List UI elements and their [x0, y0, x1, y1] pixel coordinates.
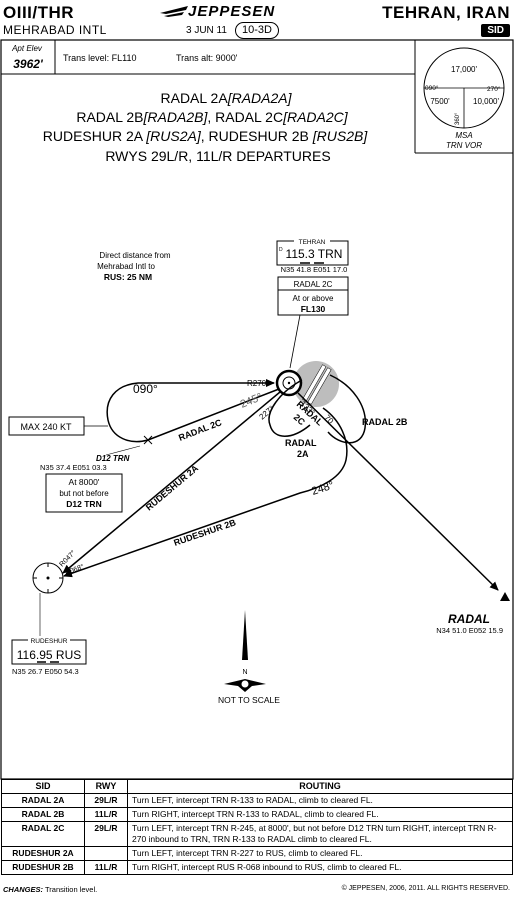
direct-distance-3: RUS: 25 NM — [104, 272, 152, 282]
msa-fix: TRN VOR — [446, 141, 482, 150]
not-to-scale: NOT TO SCALE — [218, 695, 280, 705]
airport-identifier: OIII/THR — [3, 3, 75, 22]
radial-068: R068° — [64, 563, 85, 577]
copyright: © JEPPESEN, 2006, 2011. ALL RIGHTS RESER… — [341, 885, 510, 892]
r2c-line1: At or above — [293, 294, 334, 303]
radal-2c-outbound — [147, 388, 280, 441]
title-line-4: RWYS 29L/R, 11L/R DEPARTURES — [105, 148, 330, 164]
d12-constraint-box: At 8000' but not before D12 TRN — [45, 473, 123, 513]
changes-note: CHANGES: Transition level. — [3, 885, 98, 894]
radal-2a-turn — [268, 379, 311, 437]
radal-name: RADAL — [448, 612, 490, 626]
title-line-1: RADAL 2A[RADA2A] — [161, 90, 293, 106]
rudeshur-2a-label: RUDESHUR 2A — [144, 463, 201, 513]
radal-coord: N34 51.0 E052 15.9 — [436, 626, 503, 635]
jeppesen-logo-icon — [160, 6, 188, 17]
msa-top-alt: 17,000' — [451, 65, 477, 74]
speed-restriction: MAX 240 KT — [8, 416, 108, 436]
trn-coord: N35 41.8 E051 17.0 — [281, 265, 348, 274]
chart-index: 10-3D — [235, 22, 279, 39]
rudeshur-2b-label: RUDESHUR 2B — [172, 517, 237, 548]
radal-2a-label: RADAL — [285, 438, 317, 448]
table-row: RADAL 2C 29L/R Turn LEFT, intercept TRN … — [1, 821, 513, 847]
trn-name: TEHRAN — [299, 239, 326, 246]
d12-line3: D12 TRN — [66, 499, 101, 509]
radial-047: R047° — [58, 549, 78, 569]
rudeshur-2a-route — [62, 391, 281, 574]
rus-vor-box: RUDESHUR 116.95 RUS N35 26.7 E050 54.3 — [11, 636, 87, 676]
table-row: RADAL 2A 29L/R Turn LEFT, intercept TRN … — [1, 793, 513, 808]
svg-text:D: D — [279, 247, 283, 253]
routing-table: SID RWY ROUTING RADAL 2A 29L/R Turn LEFT… — [1, 779, 513, 875]
title-line-2: RADAL 2B[RADA2B], RADAL 2C[RADA2C] — [76, 109, 348, 125]
table-row: RADAL 2B 11L/R Turn RIGHT, intercept TRN… — [1, 807, 513, 822]
direct-distance-1: Direct distance from — [99, 251, 170, 260]
radal-2a-label-b: 2A — [297, 449, 309, 459]
radal-2b-label: RADAL 2B — [362, 417, 408, 427]
msa-brg-360: 360° — [455, 112, 461, 125]
msa-label: MSA — [455, 131, 472, 140]
radal-2c-label: RADAL 2C — [177, 417, 223, 443]
chart-date: 3 JUN 11 — [186, 25, 227, 36]
msa-brg-270: 270° — [487, 85, 501, 93]
rus-vor-icon — [32, 562, 64, 594]
north-arrow-icon: N — [242, 610, 248, 676]
trn-freq: 115.3 TRN — [286, 247, 343, 261]
radal-route — [297, 392, 499, 591]
airport-name: MEHRABAD INTL — [3, 23, 107, 37]
msa-brg-090: 090° — [425, 84, 439, 92]
r2c-title: RADAL 2C — [294, 280, 333, 289]
table-row: RUDESHUR 2A Turn LEFT, intercept TRN R-2… — [1, 846, 513, 861]
radal-2c-constraint-box: RADAL 2C At or above FL130 — [277, 276, 349, 316]
rus-freq: 116.95 RUS — [17, 648, 81, 662]
r2c-line2: FL130 — [301, 304, 326, 314]
table-row: RUDESHUR 2B 11L/R Turn RIGHT, intercept … — [1, 860, 513, 875]
apt-elev-label: Apt Elev — [11, 44, 43, 53]
d12-line1: At 8000' — [69, 477, 100, 487]
trn-vor-box: TEHRAN D 115.3 TRN N35 41.8 E051 17.0 — [276, 238, 349, 274]
msa-right-alt: 10,000' — [473, 97, 499, 106]
col-rwy: RWY — [84, 779, 128, 794]
col-routing: ROUTING — [127, 779, 513, 794]
col-sid: SID — [1, 779, 85, 794]
apt-elev-value: 3962' — [13, 57, 44, 71]
d12-name: D12 TRN — [96, 454, 130, 463]
max-speed: MAX 240 KT — [20, 422, 72, 432]
bearing-248: 248° — [310, 479, 335, 497]
radal-2b-turn — [327, 374, 367, 444]
radial-270: R270° — [247, 379, 269, 388]
trans-level: Trans level: FL110 — [63, 53, 137, 63]
msa-left-alt: 7500' — [430, 97, 450, 106]
rus-coord: N35 26.7 E050 54.3 — [12, 667, 79, 676]
direct-distance-2: Mehrabad Intl to — [97, 262, 155, 271]
d12-line2: but not before — [59, 489, 109, 498]
svg-text:N: N — [242, 669, 247, 676]
brand-name: JEPPESEN — [188, 3, 276, 20]
rus-name: RUDESHUR — [31, 638, 68, 645]
title-line-3: RUDESHUR 2A [RUS2A], RUDESHUR 2B [RUS2B] — [43, 128, 369, 144]
radal-2c-inbound — [106, 379, 275, 443]
rudeshur-2b-route — [63, 407, 348, 578]
chart-type-badge: SID — [481, 24, 510, 37]
heading-090: 090° — [133, 382, 158, 396]
not-to-scale-icon — [224, 679, 266, 692]
trans-alt: Trans alt: 9000' — [176, 53, 238, 63]
city-name: TEHRAN, IRAN — [382, 3, 510, 22]
msa-circle: 17,000' 7500' 10,000' 090° 270° 360° MSA… — [423, 47, 505, 150]
radal-waypoint-icon — [500, 592, 510, 601]
d12-coord: N35 37.4 E051 03.3 — [40, 463, 107, 472]
d12-fix-icon — [143, 435, 153, 445]
trn-vor-icon — [275, 369, 303, 397]
